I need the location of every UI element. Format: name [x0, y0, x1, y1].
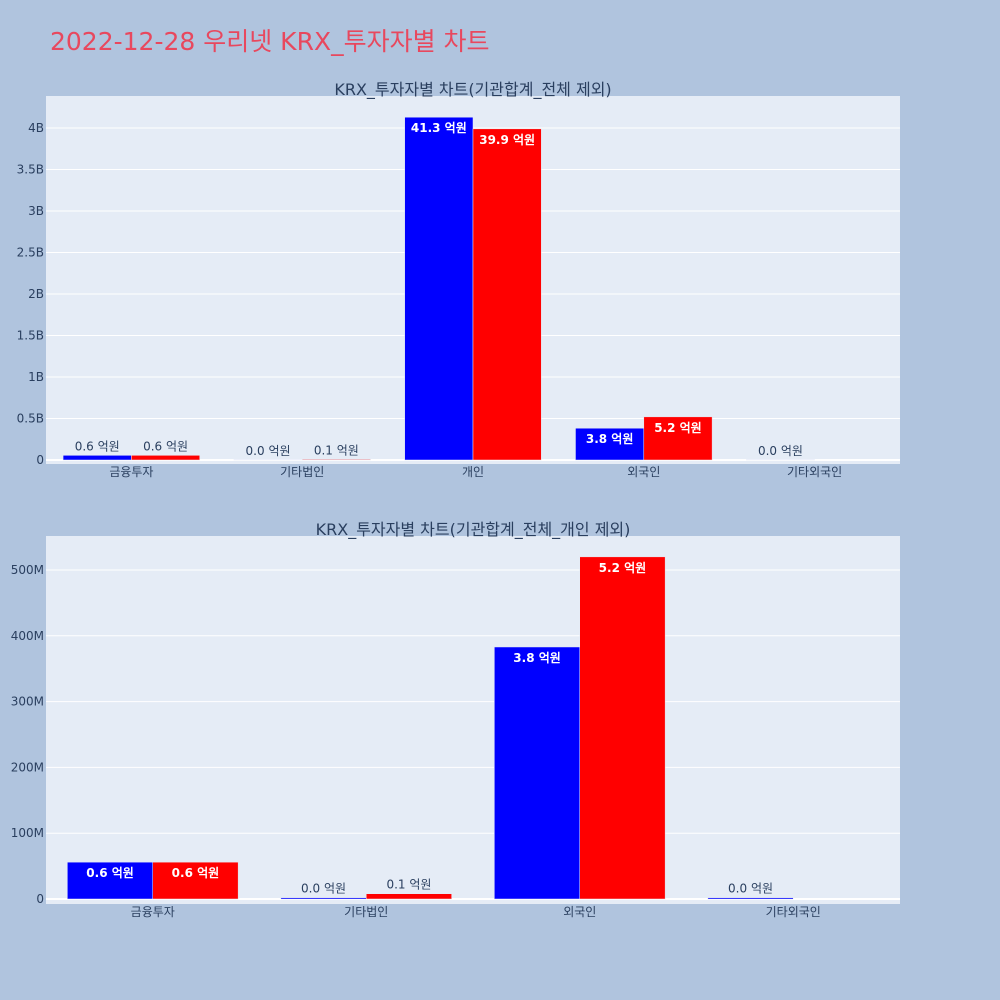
- y-tick-label: 100M: [11, 826, 44, 840]
- x-tick-label: 기타법인: [344, 905, 388, 919]
- data-label: 0.1 억원: [386, 878, 431, 892]
- data-label: 41.3 억원: [411, 121, 467, 135]
- x-tick-label: 금융투자: [131, 905, 175, 919]
- data-label: 0.0 억원: [758, 444, 803, 458]
- bar[interactable]: [366, 893, 452, 900]
- bar[interactable]: [707, 897, 794, 900]
- data-label: 0.1 억원: [314, 443, 359, 457]
- x-tick-label: 금융투자: [109, 465, 153, 479]
- data-label: 0.6 억원: [143, 439, 188, 453]
- bar[interactable]: [67, 861, 153, 900]
- plot-area: [46, 536, 900, 904]
- y-tick-label: 2.5B: [17, 246, 44, 260]
- bar[interactable]: [579, 556, 666, 900]
- bar[interactable]: [301, 459, 371, 461]
- bar[interactable]: [152, 861, 239, 900]
- x-tick-label: 외국인: [627, 465, 660, 479]
- bottom-chart: 0 100M 200M 300M 400M 500M KRX_투자자별 차트(기관합계_전체…: [11, 520, 900, 919]
- data-label: 0.6 억원: [86, 866, 134, 880]
- bar[interactable]: [472, 128, 542, 461]
- y-tick-label: 1.5B: [17, 329, 44, 343]
- bar[interactable]: [280, 897, 367, 900]
- bar[interactable]: [404, 116, 474, 461]
- y-tick-label: 200M: [11, 760, 44, 774]
- y-tick-label: 0: [36, 453, 44, 467]
- y-tick-label: 3B: [28, 204, 44, 218]
- data-label: 0.0 억원: [246, 444, 291, 458]
- bar[interactable]: [62, 455, 132, 461]
- x-tick-label: 기타외국인: [787, 465, 842, 479]
- page-title: 2022-12-28 우리넷 KRX_투자자별 차트: [50, 27, 490, 56]
- data-label: 0.6 억원: [172, 866, 220, 880]
- data-label: 0.0 억원: [728, 882, 773, 896]
- y-tick-label: 2B: [28, 287, 44, 301]
- y-tick-label: 1B: [28, 370, 44, 384]
- y-tick-label: 300M: [11, 695, 44, 709]
- y-tick-label: 0: [36, 892, 44, 906]
- bar[interactable]: [494, 646, 581, 900]
- data-label: 0.6 억원: [75, 439, 120, 453]
- x-tick-label: 개인: [462, 465, 484, 479]
- data-label: 5.2 억원: [599, 561, 647, 575]
- x-tick-label: 기타외국인: [766, 905, 821, 919]
- top-chart: 0 0.5B 1B 1.5B 2B 2.5B 3B 3.5B 4B KRX_투자자별 차트(기관합…: [17, 80, 900, 479]
- bar[interactable]: [131, 455, 200, 461]
- chart-title: KRX_투자자별 차트(기관합계_전체_개인 제외): [316, 520, 631, 540]
- data-label: 5.2 억원: [654, 421, 702, 435]
- data-label: 0.0 억원: [301, 882, 346, 896]
- y-tick-label: 4B: [28, 121, 44, 135]
- data-label: 39.9 억원: [479, 133, 535, 147]
- y-tick-label: 0.5B: [17, 412, 44, 426]
- y-tick-label: 3.5B: [17, 163, 44, 177]
- data-label: 3.8 억원: [513, 651, 561, 665]
- x-tick-label: 외국인: [563, 905, 596, 919]
- y-tick-label: 400M: [11, 629, 44, 643]
- data-label: 3.8 억원: [586, 432, 634, 446]
- y-tick-label: 500M: [11, 563, 44, 577]
- bar[interactable]: [575, 427, 645, 461]
- bar[interactable]: [643, 416, 713, 461]
- x-tick-label: 기타법인: [280, 465, 324, 479]
- chart-title: KRX_투자자별 차트(기관합계_전체 제외): [334, 80, 611, 100]
